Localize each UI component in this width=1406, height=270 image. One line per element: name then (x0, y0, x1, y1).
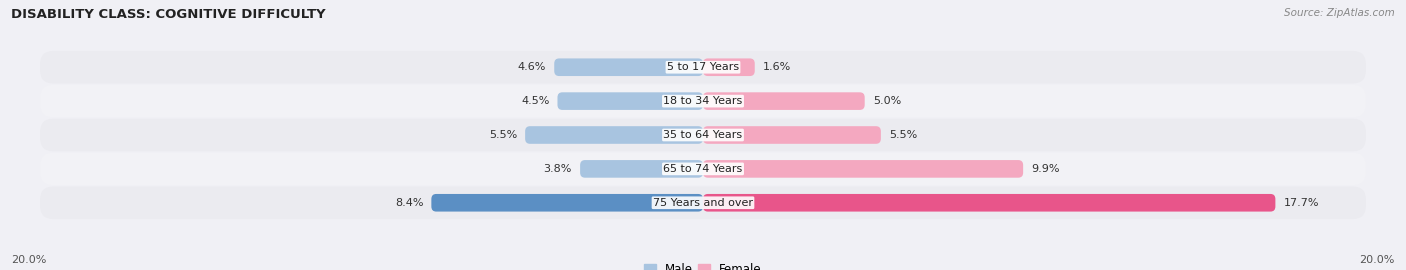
Text: 75 Years and over: 75 Years and over (652, 198, 754, 208)
Text: 9.9%: 9.9% (1031, 164, 1060, 174)
Text: 18 to 34 Years: 18 to 34 Years (664, 96, 742, 106)
Text: 8.4%: 8.4% (395, 198, 423, 208)
FancyBboxPatch shape (41, 153, 1367, 185)
Text: 4.5%: 4.5% (522, 96, 550, 106)
FancyBboxPatch shape (526, 126, 703, 144)
Text: 5.5%: 5.5% (489, 130, 517, 140)
FancyBboxPatch shape (703, 92, 865, 110)
FancyBboxPatch shape (703, 160, 1024, 178)
FancyBboxPatch shape (703, 126, 880, 144)
Text: DISABILITY CLASS: COGNITIVE DIFFICULTY: DISABILITY CLASS: COGNITIVE DIFFICULTY (11, 8, 326, 21)
Text: 65 to 74 Years: 65 to 74 Years (664, 164, 742, 174)
FancyBboxPatch shape (41, 119, 1367, 151)
Text: 5.5%: 5.5% (889, 130, 917, 140)
FancyBboxPatch shape (432, 194, 703, 212)
FancyBboxPatch shape (703, 58, 755, 76)
FancyBboxPatch shape (41, 187, 1367, 219)
Text: 3.8%: 3.8% (544, 164, 572, 174)
FancyBboxPatch shape (703, 194, 1275, 212)
Text: 4.6%: 4.6% (517, 62, 546, 72)
Text: 5.0%: 5.0% (873, 96, 901, 106)
FancyBboxPatch shape (554, 58, 703, 76)
FancyBboxPatch shape (41, 51, 1367, 83)
FancyBboxPatch shape (581, 160, 703, 178)
Legend: Male, Female: Male, Female (640, 259, 766, 270)
Text: 17.7%: 17.7% (1284, 198, 1319, 208)
Text: 20.0%: 20.0% (11, 255, 46, 265)
FancyBboxPatch shape (41, 85, 1367, 117)
Text: 5 to 17 Years: 5 to 17 Years (666, 62, 740, 72)
Text: 20.0%: 20.0% (1360, 255, 1395, 265)
Text: 35 to 64 Years: 35 to 64 Years (664, 130, 742, 140)
FancyBboxPatch shape (558, 92, 703, 110)
Text: Source: ZipAtlas.com: Source: ZipAtlas.com (1284, 8, 1395, 18)
Text: 1.6%: 1.6% (763, 62, 792, 72)
